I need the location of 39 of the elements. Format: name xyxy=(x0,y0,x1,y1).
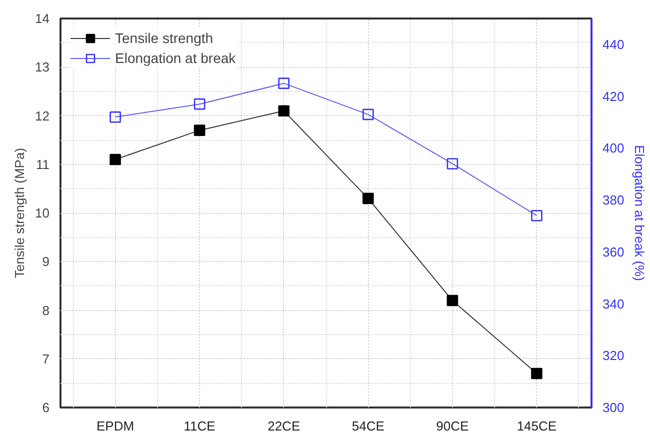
y2-tick-label: 320 xyxy=(602,348,624,364)
y-tick-label: 7 xyxy=(42,351,50,366)
y-tick-label: 11 xyxy=(36,156,50,172)
point xyxy=(446,294,458,306)
y-tick-label: 10 xyxy=(35,206,50,220)
y-tick-label: 9 xyxy=(42,254,50,270)
point xyxy=(278,78,290,89)
point xyxy=(278,105,290,117)
y2-tick-label: 400 xyxy=(602,140,624,156)
point xyxy=(194,124,206,136)
point xyxy=(446,158,458,170)
y-axis-title: Tensile strength (MPa) xyxy=(12,148,28,278)
x-tick-label: EPDM xyxy=(96,418,134,434)
y-tick-label: 6 xyxy=(42,400,50,415)
y-tick-label: 13 xyxy=(35,60,50,75)
point xyxy=(362,108,374,120)
point xyxy=(531,210,542,222)
y-tick-label: 14 xyxy=(35,11,50,26)
y2-tick-label: 340 xyxy=(602,296,624,312)
x-tick-label: 90CE xyxy=(436,418,470,434)
y2-tick-label: 300 xyxy=(602,400,624,415)
y2-tick-label: 440 xyxy=(602,36,624,52)
x-tick-label: 54CE xyxy=(352,418,385,434)
y-tick-label: 8 xyxy=(42,302,50,318)
point xyxy=(531,368,542,380)
x-tick-label: 22CE xyxy=(268,418,300,434)
point xyxy=(362,192,374,204)
x-tick-label: 145CE xyxy=(516,418,557,434)
legend-label: Elongation at break xyxy=(115,50,236,66)
y-tick-label: 12 xyxy=(35,108,50,124)
y2-tick-label: 420 xyxy=(602,88,624,104)
point xyxy=(110,154,121,166)
y2-tick-label: 380 xyxy=(602,192,624,208)
legend-label: Tensile strength xyxy=(115,30,214,46)
x-tick-label: 11CE xyxy=(184,418,216,434)
y2-axis-title: Elongation at break (%) xyxy=(632,145,648,281)
point xyxy=(110,111,121,123)
y2-tick-label: 360 xyxy=(602,244,624,260)
point xyxy=(194,98,206,110)
